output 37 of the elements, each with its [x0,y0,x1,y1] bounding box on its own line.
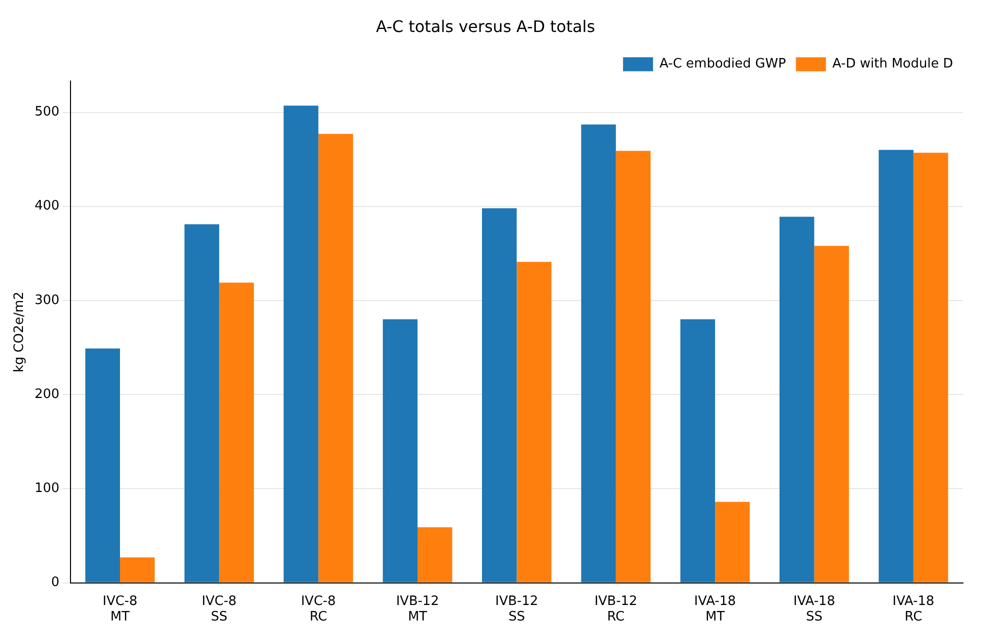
bar [516,262,552,582]
y-tick-label: 0 [51,575,60,590]
bar [715,502,750,582]
bar [814,246,849,582]
bar [184,224,220,582]
bar [284,106,318,582]
y-tick-label: 100 [34,481,60,496]
bar [120,557,155,582]
x-tick-label: IVB-12 MT [396,594,439,625]
x-tick-label: IVC-8 MT [102,594,138,625]
y-tick-label: 400 [34,198,60,214]
bar [85,348,120,582]
y-tick-label: 300 [34,292,60,308]
chart-title: A-C totals versus A-D totals [376,16,596,36]
x-tick-label: IVC-8 SS [202,594,237,625]
x-tick-label: IVB-12 SS [495,594,538,625]
bar [219,282,254,582]
bar [318,134,354,582]
bar [581,124,616,582]
x-tick-label: IVA-18 SS [793,594,836,625]
x-tick-label: IVA-18 MT [694,594,736,625]
y-axis-title: kg CO2e/m2 [12,292,28,372]
bar [482,208,517,582]
y-tick-label: 200 [34,386,60,402]
bar [878,150,914,582]
x-tick-label: IVC-8 RC [300,594,336,625]
bar [780,216,814,582]
x-tick-label: IVB-12 RC [594,594,638,625]
legend-label: A-D with Module D [832,56,954,72]
x-tick-label: IVA-18 RC [892,594,934,625]
bar [913,152,948,582]
bar [418,527,452,582]
legend-label: A-C embodied GWP [660,56,786,72]
y-tick-label: 500 [34,104,60,120]
bar [382,319,418,582]
bar [680,319,716,582]
bar [616,150,651,582]
